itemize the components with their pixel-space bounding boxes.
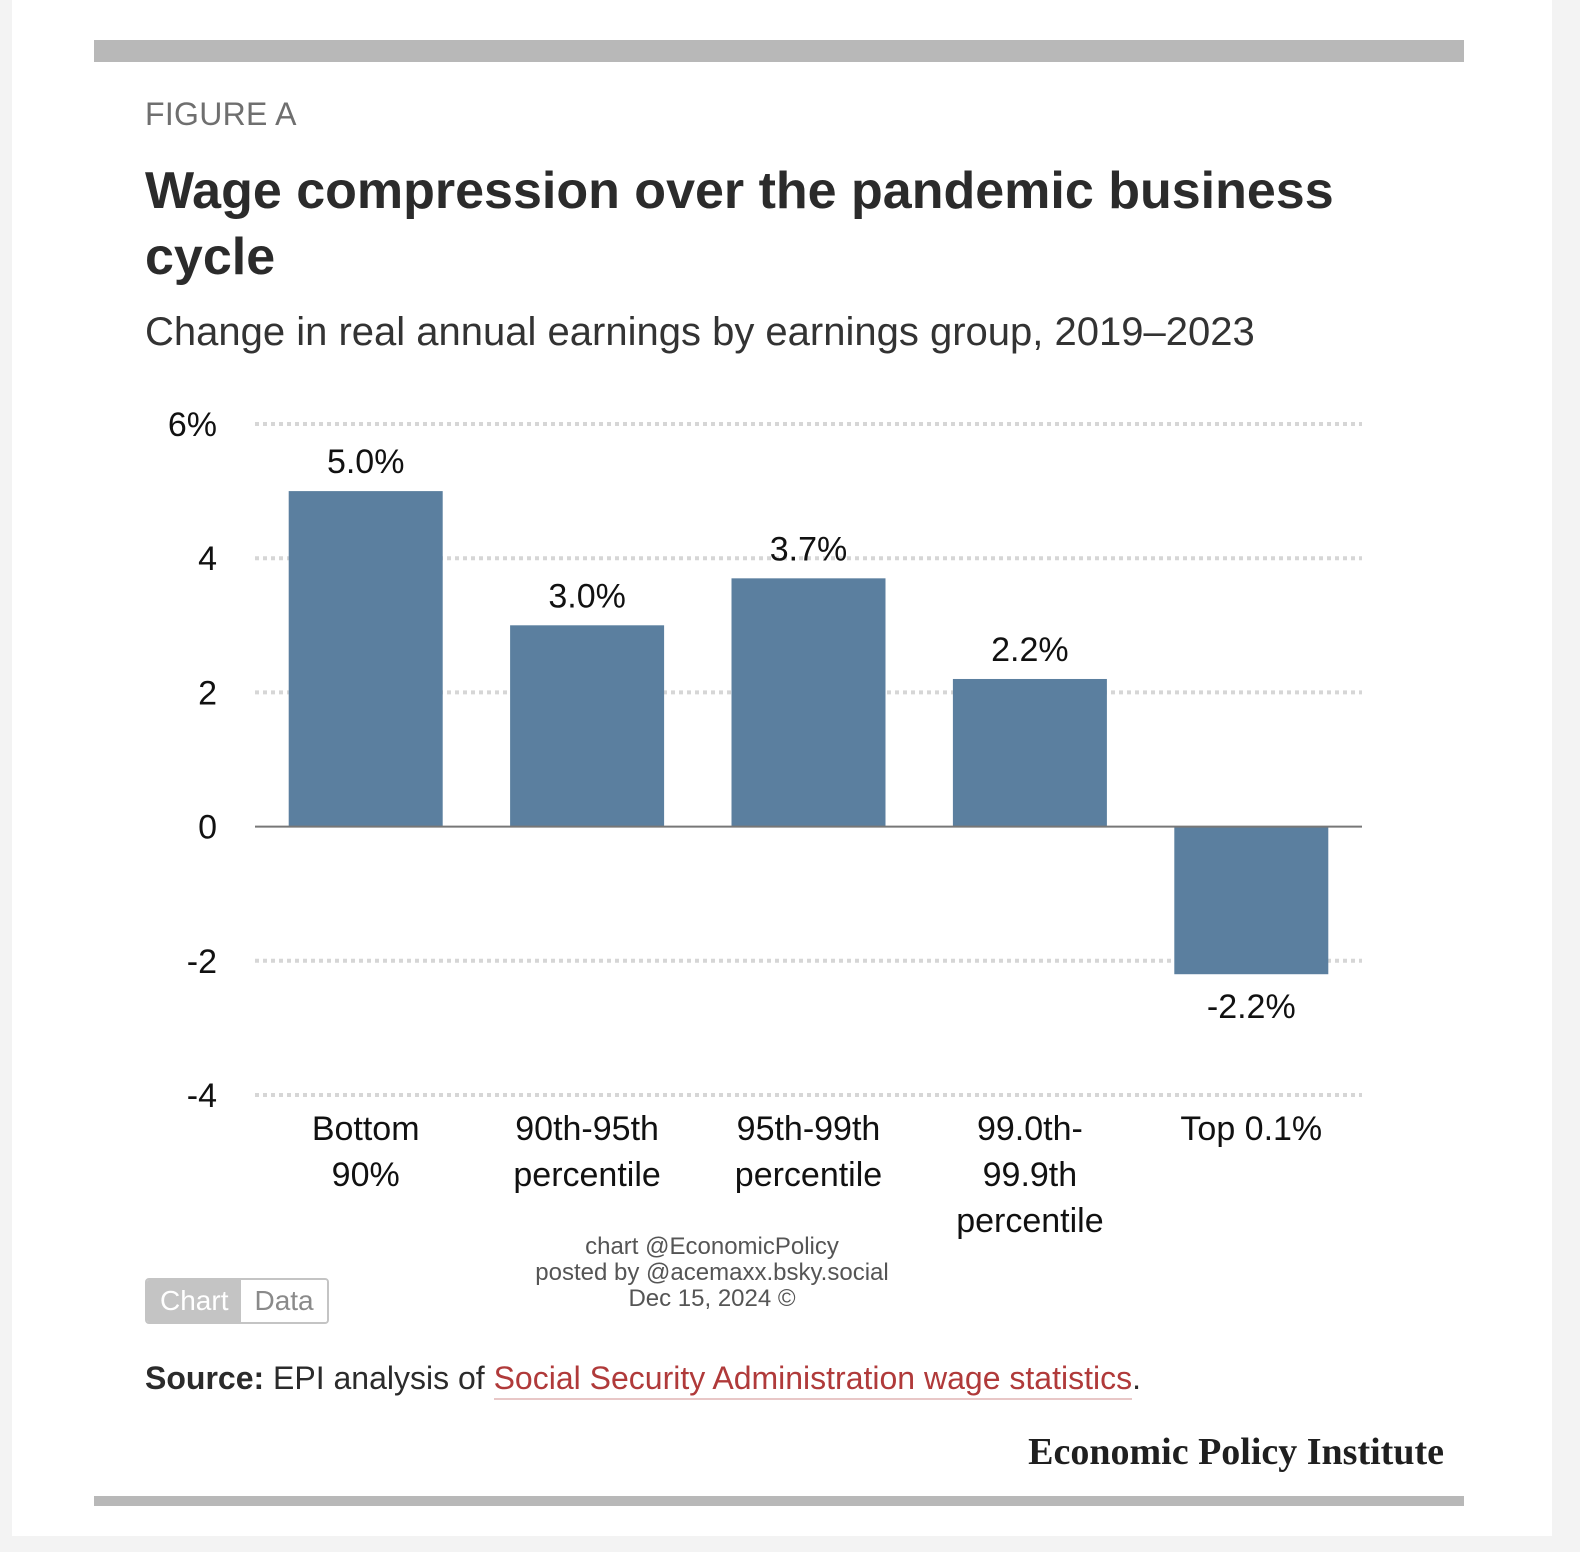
bar — [731, 578, 886, 827]
bar — [510, 625, 665, 827]
data-label: 3.0% — [548, 577, 626, 615]
category-label: Top 0.1% — [1180, 1110, 1322, 1148]
data-label: -2.2% — [1207, 988, 1296, 1026]
bottom-rule — [94, 1496, 1464, 1506]
data-label: 2.2% — [991, 631, 1069, 669]
chart-credit: chart @EconomicPolicy posted by @acemaxx… — [492, 1234, 932, 1312]
figure-card: FIGURE A Wage compression over the pande… — [12, 0, 1552, 1536]
bar-chart: 6% 4 2 0 -2 -4 5.0% Bottom 90% 3.0% 90th-95th perce… — [168, 406, 1362, 1240]
top-rule — [94, 40, 1464, 62]
credit-line-1: chart @EconomicPolicy — [585, 1233, 839, 1260]
y-tick-label: 2 — [198, 674, 217, 712]
category-label: Bottom — [312, 1110, 420, 1148]
category-label: percentile — [956, 1202, 1103, 1240]
data-tab[interactable]: Data — [241, 1280, 327, 1322]
category-label: 99.9th — [983, 1156, 1078, 1194]
y-tick-label: -4 — [187, 1077, 217, 1115]
category-label: percentile — [513, 1156, 660, 1194]
bar — [288, 491, 443, 827]
y-tick-label: 6% — [168, 406, 217, 444]
credit-line-3: Dec 15, 2024 © — [628, 1285, 796, 1312]
source-end: . — [1132, 1360, 1141, 1396]
category-label: 95th-99th — [737, 1110, 881, 1148]
bar — [1174, 826, 1329, 975]
bar — [952, 678, 1107, 827]
chart-data-toggle[interactable]: Chart Data — [145, 1278, 329, 1324]
chart-subtitle: Change in real annual earnings by earnin… — [145, 310, 1255, 354]
category-label: 90% — [332, 1156, 400, 1194]
data-label: 5.0% — [327, 443, 405, 481]
y-tick-label: 4 — [198, 540, 217, 578]
credit-line-2: posted by @acemaxx.bsky.social — [535, 1259, 889, 1286]
data-label: 3.7% — [770, 530, 848, 568]
figure-label: FIGURE A — [145, 96, 297, 132]
source-label: Source: — [145, 1360, 265, 1396]
chart-tab[interactable]: Chart — [147, 1280, 242, 1322]
category-label: 99.0th- — [977, 1110, 1083, 1148]
category-label: percentile — [735, 1156, 882, 1194]
y-tick-label: 0 — [198, 809, 217, 847]
source-note: Source: EPI analysis of Social Security … — [145, 1360, 1141, 1400]
y-tick-label: -2 — [187, 943, 217, 981]
source-text: EPI analysis of — [264, 1360, 494, 1396]
category-label: 90th-95th — [515, 1110, 659, 1148]
epi-logo: Economic Policy Institute — [1028, 1431, 1444, 1473]
chart-title: Wage compression over the pandemic busin… — [145, 162, 1334, 286]
source-link[interactable]: Social Security Administration wage stat… — [493, 1360, 1133, 1400]
